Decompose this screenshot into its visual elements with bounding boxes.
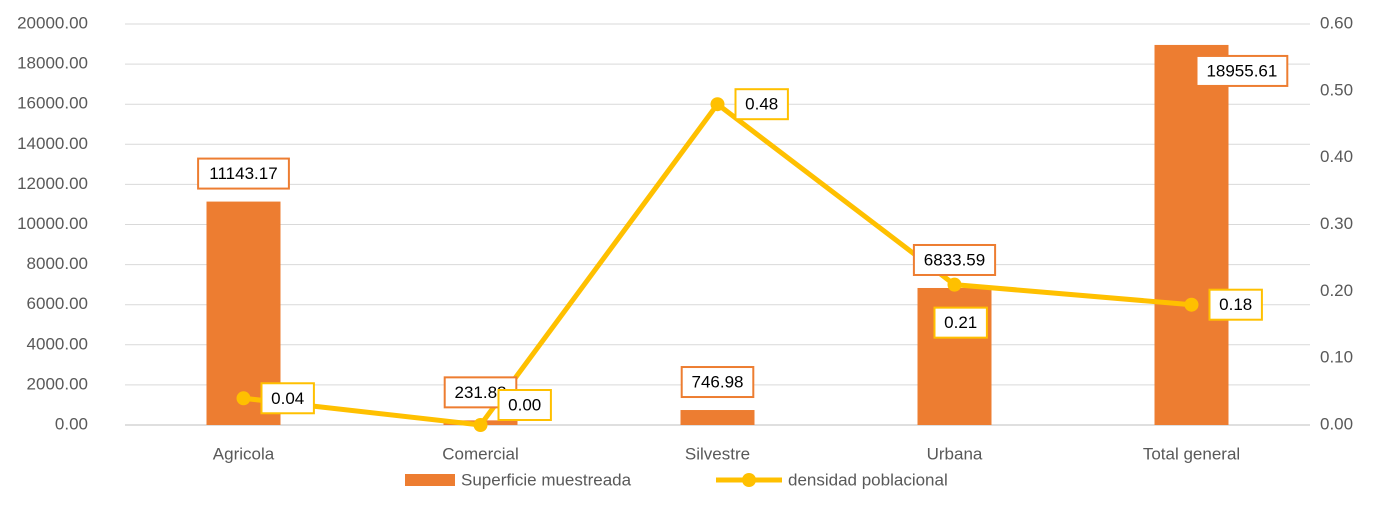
data-label: 0.18 xyxy=(1219,295,1252,314)
x-tick-label: Total general xyxy=(1143,444,1240,463)
y2-tick-label: 0.10 xyxy=(1320,348,1353,367)
data-label-box xyxy=(912,243,997,276)
y2-tick-label: 0.60 xyxy=(1320,13,1353,32)
y2-tick-label: 0.50 xyxy=(1320,80,1353,99)
data-label: 0.00 xyxy=(508,395,541,414)
data-label-box xyxy=(680,366,755,399)
y-tick-label: 18000.00 xyxy=(17,54,88,73)
y-tick-label: 0.00 xyxy=(55,414,88,433)
y-tick-label: 10000.00 xyxy=(17,214,88,233)
data-label: 0.48 xyxy=(745,95,778,114)
y-tick-label: 4000.00 xyxy=(27,334,88,353)
data-label: 11143.17 xyxy=(209,164,277,183)
y-tick-label: 12000.00 xyxy=(17,174,88,193)
line-marker xyxy=(236,391,251,406)
line-marker xyxy=(947,277,962,292)
data-label-box xyxy=(197,157,290,190)
data-label: 0.21 xyxy=(944,313,977,332)
y-tick-label: 2000.00 xyxy=(27,374,88,393)
data-label: 0.04 xyxy=(271,389,304,408)
data-label: 18955.61 xyxy=(1206,61,1277,80)
data-label: 746.98 xyxy=(692,373,744,392)
legend-label: densidad poblacional xyxy=(788,470,948,489)
y2-tick-label: 0.00 xyxy=(1320,414,1353,433)
bar xyxy=(680,410,755,425)
data-label-box xyxy=(933,306,988,339)
bar xyxy=(1154,44,1229,426)
data-label-box xyxy=(1195,54,1289,87)
y-tick-label: 16000.00 xyxy=(17,94,88,113)
y-tick-label: 20000.00 xyxy=(17,13,88,32)
line-marker xyxy=(1184,297,1199,312)
x-tick-label: Agricola xyxy=(213,444,275,463)
legend-swatch xyxy=(405,474,455,486)
y-tick-label: 14000.00 xyxy=(17,134,88,153)
y2-tick-label: 0.20 xyxy=(1320,281,1353,300)
y-tick-label: 8000.00 xyxy=(27,254,88,273)
data-label-box xyxy=(260,382,315,415)
legend-label: Superficie muestreada xyxy=(461,470,632,489)
x-tick-label: Comercial xyxy=(442,444,519,463)
x-tick-label: Silvestre xyxy=(685,444,750,463)
y-tick-label: 6000.00 xyxy=(27,294,88,313)
legend-swatch xyxy=(742,473,756,487)
data-label-box xyxy=(734,88,789,121)
data-label: 231.88 xyxy=(455,383,507,402)
y2-tick-label: 0.30 xyxy=(1320,214,1353,233)
line-marker xyxy=(473,418,488,432)
line-marker xyxy=(710,97,725,112)
data-label: 6833.59 xyxy=(924,250,985,269)
data-label-box xyxy=(497,389,552,421)
y2-tick-label: 0.40 xyxy=(1320,147,1353,166)
x-tick-label: Urbana xyxy=(927,444,983,463)
data-label-box xyxy=(1208,288,1263,321)
